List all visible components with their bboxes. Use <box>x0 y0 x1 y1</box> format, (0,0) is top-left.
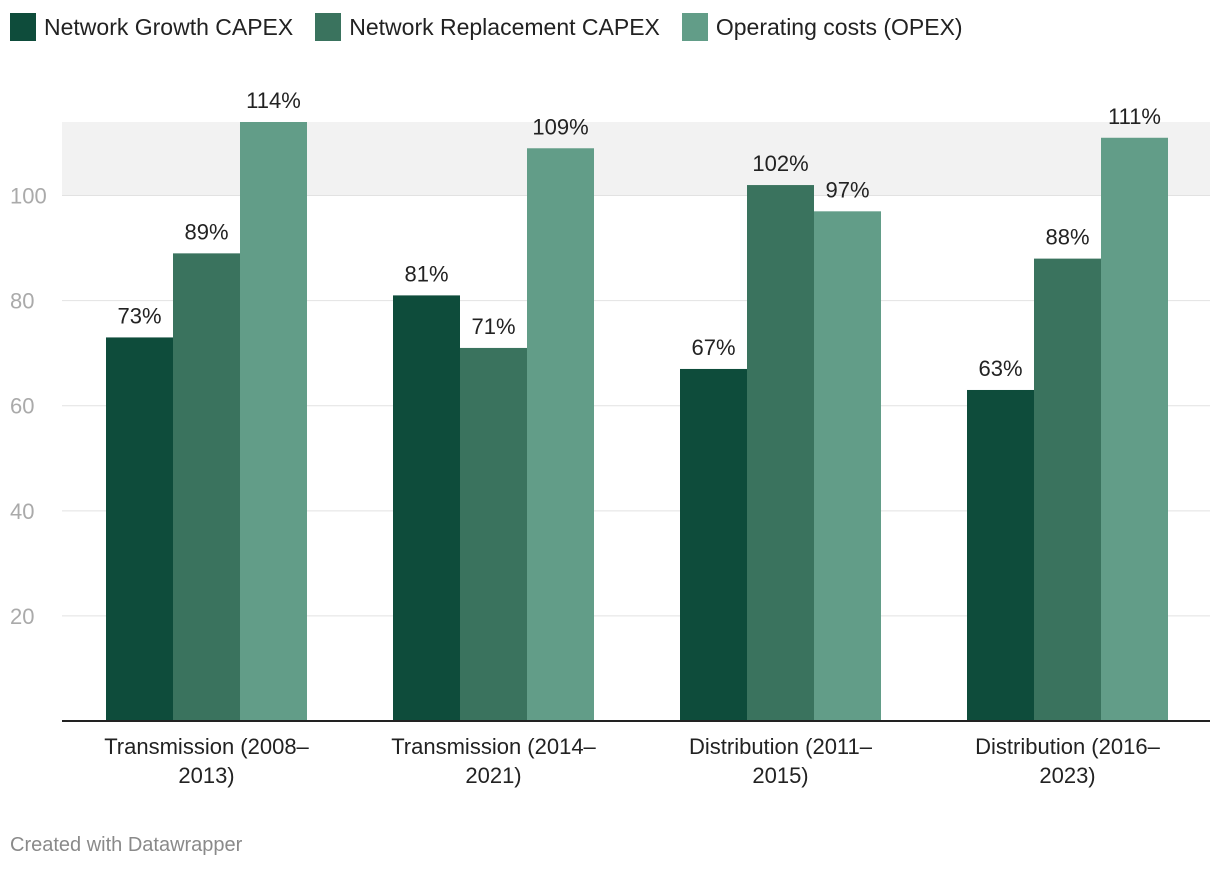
data-label-s1-c3: 88% <box>1045 225 1089 250</box>
data-label-s1-c2: 102% <box>752 151 808 176</box>
x-tick-label-c2-l0: Distribution (2011– <box>689 734 873 759</box>
bar-s0-c2 <box>680 368 747 721</box>
footer-credit: Created with Datawrapper <box>10 834 243 856</box>
legend-item-opex: Operating costs (OPEX) <box>681 13 963 41</box>
legend-item-replacement-capex: Network Replacement CAPEX <box>315 13 660 41</box>
data-label-s1-c1: 71% <box>471 314 515 339</box>
data-label-s0-c1: 81% <box>404 261 448 286</box>
bar-s2-c0 <box>240 122 307 721</box>
bar-s0-c0 <box>106 337 173 721</box>
highlight-band <box>62 122 1210 196</box>
y-tick-label-60: 60 <box>10 394 34 419</box>
bar-s2-c2 <box>814 211 881 721</box>
x-tick-label-c3-l1: 2023) <box>1039 763 1095 788</box>
legend-swatch-replacement-capex <box>315 13 342 41</box>
bar-s1-c3 <box>1034 258 1101 721</box>
bar-s2-c3 <box>1101 137 1168 721</box>
y-tick-label-20: 20 <box>10 604 34 629</box>
legend-swatch-opex <box>681 13 708 41</box>
y-tick-label-40: 40 <box>10 499 34 524</box>
bar-s1-c2 <box>747 185 814 722</box>
data-label-s2-c2: 97% <box>825 177 869 202</box>
x-tick-label-c0-l1: 2013) <box>178 763 234 788</box>
bar-s0-c3 <box>967 389 1034 721</box>
legend: Network Growth CAPEX Network Replacement… <box>10 12 985 42</box>
x-tick-label-c1-l0: Transmission (2014– <box>391 734 596 759</box>
x-tick-label-c2-l1: 2015) <box>752 763 808 788</box>
y-tick-label-100: 100 <box>10 184 47 209</box>
data-label-s0-c2: 67% <box>691 335 735 360</box>
bar-s2-c1 <box>527 148 594 722</box>
bar-s1-c1 <box>460 347 527 721</box>
y-tick-label-80: 80 <box>10 289 34 314</box>
data-label-s2-c0: 114% <box>246 88 301 113</box>
legend-label-replacement-capex: Network Replacement CAPEX <box>349 13 660 40</box>
data-label-s1-c0: 89% <box>184 219 228 244</box>
legend-swatch-growth-capex <box>10 13 36 41</box>
x-tick-label-c0-l0: Transmission (2008– <box>104 734 309 759</box>
data-label-s0-c3: 63% <box>978 356 1022 381</box>
x-tick-label-c3-l0: Distribution (2016– <box>975 734 1160 759</box>
data-label-s2-c3: 111% <box>1108 104 1161 129</box>
legend-label-growth-capex: Network Growth CAPEX <box>44 13 294 40</box>
bar-s0-c1 <box>393 295 460 721</box>
bar-s1-c0 <box>173 253 240 721</box>
x-tick-label-c1-l1: 2021) <box>465 763 521 788</box>
legend-item-growth-capex: Network Growth CAPEX <box>10 13 293 41</box>
legend-label-opex: Operating costs (OPEX) <box>715 13 963 40</box>
data-label-s2-c1: 109% <box>532 114 588 139</box>
data-label-s0-c0: 73% <box>117 303 161 328</box>
